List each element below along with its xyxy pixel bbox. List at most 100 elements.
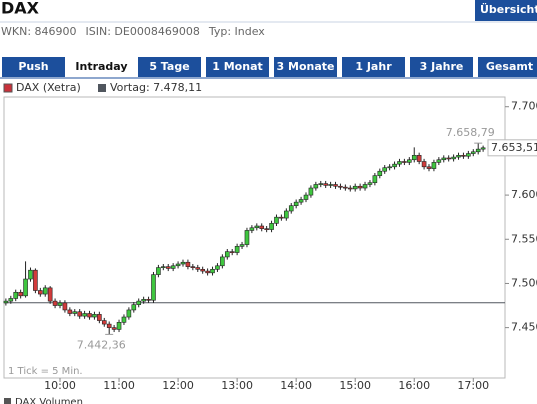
legend-swatch bbox=[3, 83, 13, 93]
last-price-label: 7.653,51 bbox=[491, 141, 537, 154]
candle-body bbox=[116, 322, 122, 330]
candle-body bbox=[244, 230, 250, 245]
legend-label: Vortag: 7.478,11 bbox=[110, 81, 202, 94]
tick-note: 1 Tick = 5 Min. bbox=[8, 366, 83, 377]
candle-body bbox=[402, 161, 407, 163]
y-tick-label: 7.700 bbox=[511, 100, 537, 113]
candle-body bbox=[101, 320, 107, 325]
tab[interactable] bbox=[70, 57, 133, 77]
page-title: DAX bbox=[1, 0, 40, 18]
candle-body bbox=[441, 157, 447, 161]
volume-title: DAX Volumen bbox=[15, 397, 83, 404]
candle-body bbox=[303, 194, 309, 200]
candle-body bbox=[387, 166, 392, 169]
candle-body bbox=[3, 300, 9, 304]
candle-body bbox=[28, 269, 33, 280]
x-tick-label: 10:00 bbox=[44, 379, 76, 392]
candle-body bbox=[397, 161, 402, 165]
tab-label[interactable]: Gesamt bbox=[486, 60, 533, 73]
tab-label[interactable]: 3 Jahre bbox=[420, 60, 464, 73]
candle-body bbox=[229, 251, 235, 253]
candle-body bbox=[475, 148, 481, 153]
legend-swatch bbox=[98, 84, 106, 92]
candle-body bbox=[466, 153, 471, 157]
candle-body bbox=[210, 269, 215, 274]
candle-body bbox=[456, 155, 461, 158]
tab-label[interactable]: 1 Monat bbox=[212, 60, 263, 73]
x-tick-label: 14:00 bbox=[280, 379, 312, 392]
candle-body bbox=[23, 278, 28, 297]
y-tick-label: 7.500 bbox=[511, 276, 537, 289]
tab[interactable] bbox=[342, 57, 405, 77]
x-tick-label: 11:00 bbox=[103, 379, 135, 392]
candle-body bbox=[215, 265, 220, 270]
tab[interactable] bbox=[478, 57, 537, 77]
candle-body bbox=[82, 313, 87, 317]
x-tick-label: 17:00 bbox=[457, 379, 489, 392]
tab[interactable] bbox=[2, 57, 65, 77]
candle-body bbox=[224, 251, 230, 258]
candle-body bbox=[57, 302, 63, 306]
candle-body bbox=[352, 185, 358, 190]
candle-body bbox=[190, 266, 196, 268]
candle-body bbox=[274, 216, 279, 224]
candle-body bbox=[121, 316, 127, 323]
candle-body bbox=[480, 147, 486, 150]
tab[interactable] bbox=[410, 57, 473, 77]
candle-body bbox=[333, 184, 338, 187]
candle-body bbox=[298, 199, 304, 203]
candle-body bbox=[308, 187, 314, 196]
candle-body bbox=[52, 300, 58, 306]
candle-body bbox=[234, 246, 240, 253]
tab[interactable] bbox=[274, 57, 337, 77]
x-tick-label: 12:00 bbox=[162, 379, 194, 392]
candle-body bbox=[97, 314, 102, 321]
candle-body bbox=[111, 327, 117, 330]
candle-body bbox=[156, 267, 161, 275]
candle-body bbox=[284, 210, 289, 219]
candle-body bbox=[318, 183, 324, 185]
candle-body bbox=[254, 225, 260, 229]
candle-body bbox=[451, 156, 456, 160]
x-tick-label: 15:00 bbox=[339, 379, 371, 392]
candle-body bbox=[170, 265, 176, 269]
candle-body bbox=[146, 299, 151, 301]
candle-body bbox=[136, 300, 142, 305]
info-item: ISIN: DE0008469008 bbox=[86, 25, 200, 38]
candle-body bbox=[205, 270, 210, 274]
candle-body bbox=[259, 225, 265, 229]
annotation-label: 7.658,79 bbox=[446, 126, 495, 139]
candle-body bbox=[42, 287, 48, 295]
volume-swatch bbox=[4, 398, 11, 404]
candle-body bbox=[72, 311, 78, 314]
candle-body bbox=[165, 266, 171, 269]
candle-body bbox=[47, 287, 53, 302]
tab-label[interactable]: 1 Jahr bbox=[355, 60, 392, 73]
candle-body bbox=[38, 290, 43, 295]
tab[interactable] bbox=[138, 57, 201, 77]
candle-body bbox=[372, 175, 378, 184]
candle-body bbox=[141, 299, 146, 302]
tab-label[interactable]: Intraday bbox=[75, 60, 127, 73]
candle-body bbox=[239, 244, 245, 247]
candle-body bbox=[92, 314, 97, 318]
plot-frame bbox=[3, 96, 506, 379]
tab-label[interactable]: 5 Tage bbox=[149, 60, 189, 73]
candle-body bbox=[13, 291, 19, 299]
candle-body bbox=[175, 263, 181, 267]
candle-body bbox=[151, 274, 156, 301]
candle-body bbox=[347, 187, 353, 190]
candle-body bbox=[249, 227, 255, 231]
candle-body bbox=[18, 291, 23, 297]
tab-label[interactable]: 3 Monate bbox=[277, 60, 335, 73]
overview-button-label[interactable]: Übersicht bbox=[480, 2, 537, 16]
tab[interactable] bbox=[206, 57, 269, 77]
candle-body bbox=[288, 205, 294, 212]
candle-body bbox=[220, 256, 225, 267]
tab-label[interactable]: Push bbox=[18, 60, 48, 73]
candle-body bbox=[77, 311, 82, 317]
overview-button[interactable] bbox=[475, 0, 537, 21]
candle-body bbox=[421, 161, 427, 168]
annotation-label: 7.442,36 bbox=[77, 338, 126, 351]
